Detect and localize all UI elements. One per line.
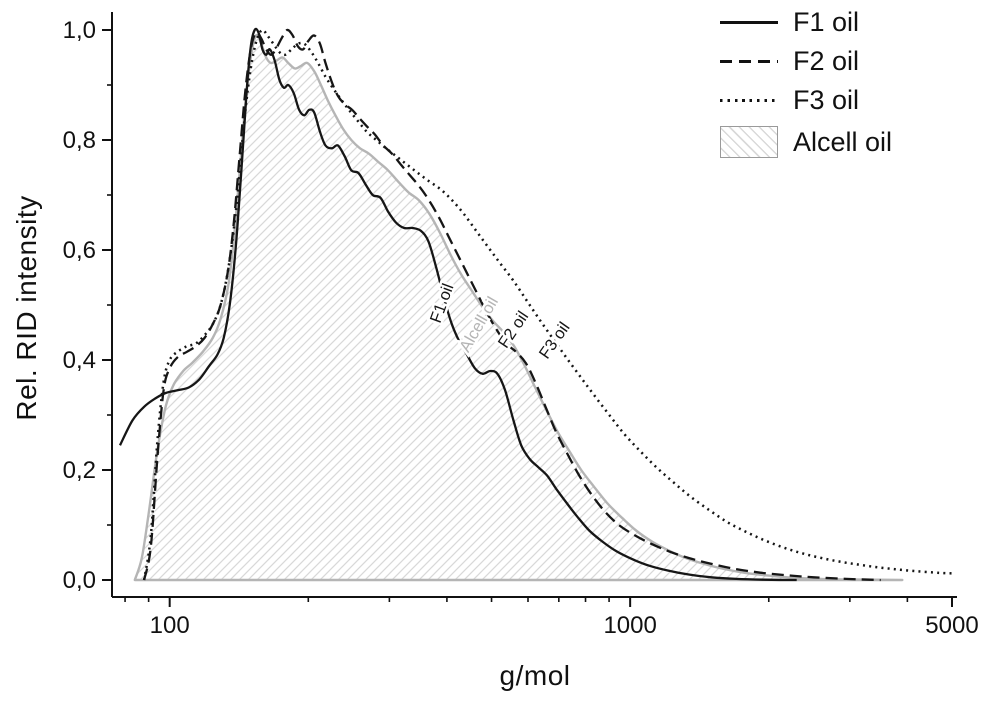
series-f3-oil xyxy=(142,28,953,581)
legend-swatch-dashed-line-icon xyxy=(720,59,778,63)
series-f1-oil xyxy=(118,27,797,582)
y-tick-label: 1,0 xyxy=(63,17,96,44)
x-tick-label: 100 xyxy=(150,612,190,639)
y-tick-label: 0,2 xyxy=(63,457,96,484)
series-f3-oil-line xyxy=(142,28,953,581)
legend-swatch-dotted-line-icon xyxy=(720,98,778,102)
legend-item-f3-oil: F3 oil xyxy=(720,84,892,116)
legend-item-f2-oil: F2 oil xyxy=(720,45,892,77)
legend-swatch-solid-line-icon xyxy=(720,20,778,24)
series-f1-oil-line xyxy=(118,27,797,582)
axes: 0,0 0,2 0,4 0,6 0,8 1,0 100 1000 5000 xyxy=(63,12,979,639)
x-axis-label: g/mol xyxy=(499,660,571,691)
legend: F1 oil F2 oil F3 oil Alcell oil xyxy=(720,6,892,161)
legend-label: Alcell oil xyxy=(793,126,893,157)
x-tick-label: 1000 xyxy=(603,612,656,639)
legend-swatch-hatched-area-icon xyxy=(720,126,778,158)
legend-label: F3 oil xyxy=(793,84,860,115)
x-tick-label: 5000 xyxy=(925,612,978,639)
y-tick-label: 0,6 xyxy=(63,237,96,264)
curve-label-f3-oil: F3 oil xyxy=(536,319,574,362)
legend-item-f1-oil: F1 oil xyxy=(720,6,892,38)
legend-item-alcell-oil: Alcell oil xyxy=(720,123,892,161)
y-tick-label: 0,0 xyxy=(63,567,96,594)
series-alcell-oil-area xyxy=(133,33,904,582)
y-tick-label: 0,8 xyxy=(63,127,96,154)
legend-label: F2 oil xyxy=(793,45,860,76)
y-tick-label: 0,4 xyxy=(63,347,96,374)
series-alcell-oil xyxy=(133,33,904,582)
legend-label: F1 oil xyxy=(793,6,860,37)
y-axis-label: Rel. RID intensity xyxy=(11,195,42,421)
